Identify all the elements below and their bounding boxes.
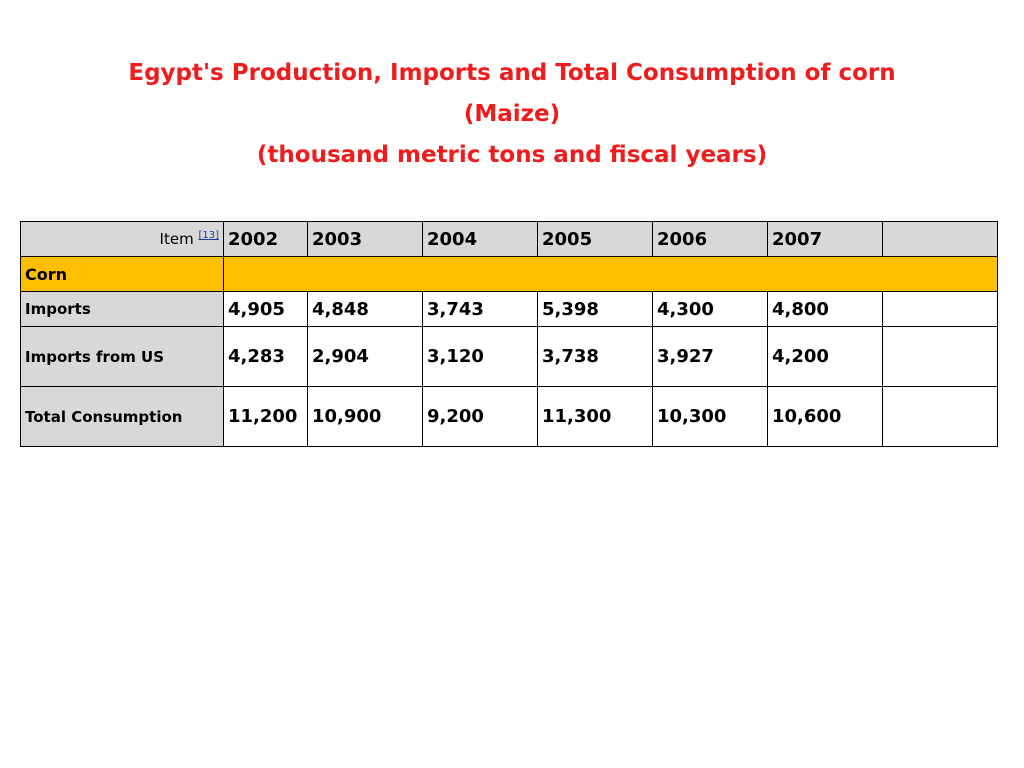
value-cell: 9,200	[422, 386, 538, 447]
value-cell: 4,283	[223, 326, 308, 387]
empty-cell	[882, 326, 998, 387]
value-cell: 3,927	[652, 326, 768, 387]
corn-data-table: Item [13] 2002 2003 2004 2005 2006 2007 …	[20, 221, 998, 447]
empty-cell	[882, 291, 998, 327]
value-cell: 4,848	[307, 291, 423, 327]
year-header-cell: 2002	[223, 221, 308, 257]
value-cell: 3,120	[422, 326, 538, 387]
year-header-cell: 2005	[537, 221, 653, 257]
value-cell: 11,200	[223, 386, 308, 447]
empty-header-cell	[882, 221, 998, 257]
value-cell: 3,743	[422, 291, 538, 327]
item-header-cell: Item [13]	[20, 221, 224, 257]
reference-link[interactable]: [13]	[198, 230, 219, 241]
value-cell: 2,904	[307, 326, 423, 387]
page-title: Egypt's Production, Imports and Total Co…	[40, 53, 984, 176]
row-label-cell: Imports	[20, 291, 224, 327]
value-cell: 5,398	[537, 291, 653, 327]
title-line-2: (Maize)	[463, 101, 561, 127]
value-cell: 4,800	[767, 291, 883, 327]
group-label-cell: Corn	[20, 256, 224, 292]
year-header-cell: 2003	[307, 221, 423, 257]
value-cell: 10,300	[652, 386, 768, 447]
year-header-cell: 2007	[767, 221, 883, 257]
value-cell: 4,905	[223, 291, 308, 327]
year-header-cell: 2004	[422, 221, 538, 257]
item-header-label: Item	[159, 230, 194, 248]
header-row: Item [13] 2002 2003 2004 2005 2006 2007	[20, 221, 998, 257]
value-cell: 4,300	[652, 291, 768, 327]
value-cell: 10,900	[307, 386, 423, 447]
group-row-corn: Corn	[20, 256, 998, 292]
title-line-3: (thousand metric tons and fiscal years)	[256, 142, 768, 168]
value-cell: 4,200	[767, 326, 883, 387]
row-label-cell: Total Consumption	[20, 386, 224, 447]
year-header-cell: 2006	[652, 221, 768, 257]
table-row: Imports 4,905 4,848 3,743 5,398 4,300 4,…	[20, 291, 998, 327]
empty-cell	[882, 386, 998, 447]
value-cell: 11,300	[537, 386, 653, 447]
value-cell: 3,738	[537, 326, 653, 387]
table-row: Imports from US 4,283 2,904 3,120 3,738 …	[20, 326, 998, 387]
table-row: Total Consumption 11,200 10,900 9,200 11…	[20, 386, 998, 447]
row-label-cell: Imports from US	[20, 326, 224, 387]
title-line-1: Egypt's Production, Imports and Total Co…	[128, 60, 896, 86]
group-fill-cell	[223, 256, 998, 292]
value-cell: 10,600	[767, 386, 883, 447]
